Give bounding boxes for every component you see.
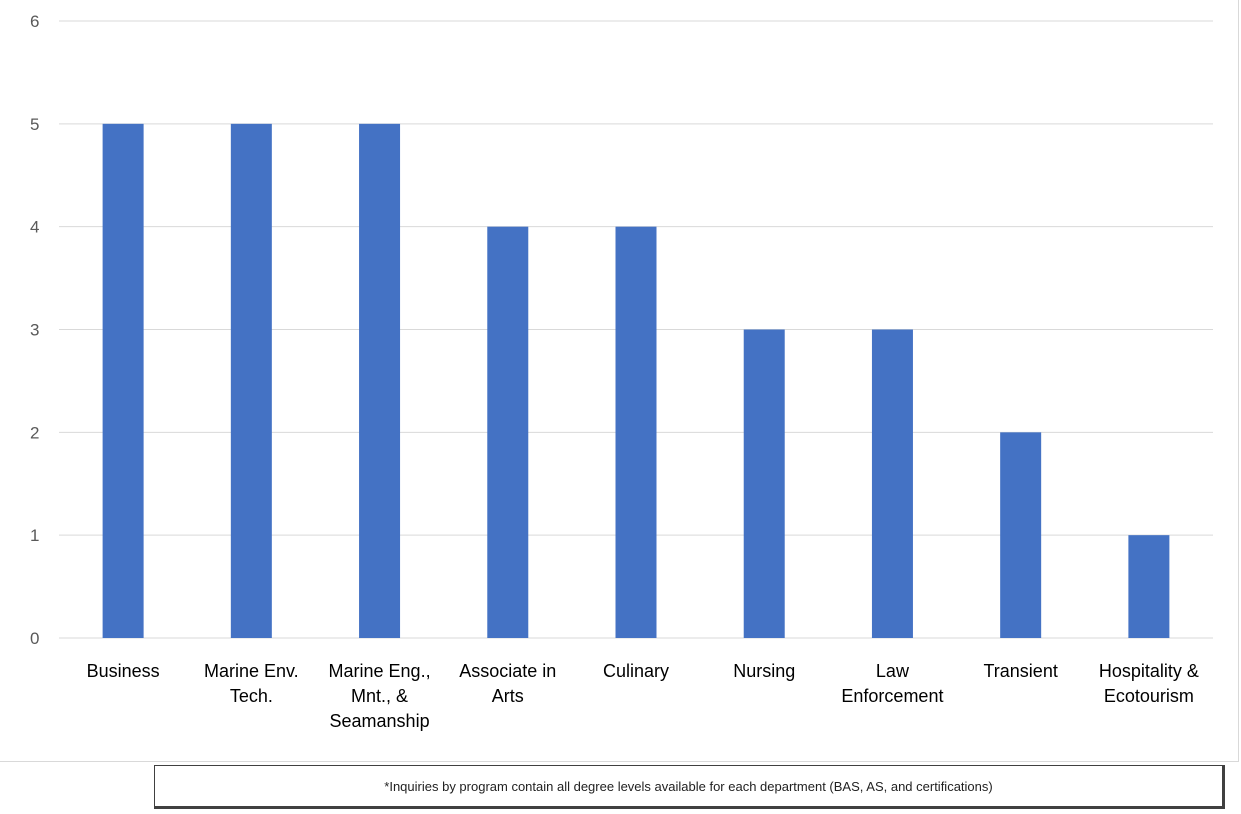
x-category-label: Transient [983,661,1057,681]
x-category-label: Business [87,661,160,681]
x-category-label: Nursing [733,661,795,681]
y-tick-label: 3 [30,321,39,340]
bar-6 [871,329,913,638]
x-category-label-line: Marine Eng., [329,661,431,681]
y-tick-label: 0 [30,629,39,648]
x-category-label-line: Hospitality & [1099,661,1199,681]
x-category-label-line: Business [87,661,160,681]
bars [102,123,1170,639]
y-tick-label: 4 [30,218,39,237]
bar-0 [102,123,144,639]
x-category-label-line: Marine Env. [204,661,299,681]
x-category-label-line: Enforcement [841,686,943,706]
footnote-text: *Inquiries by program contain all degree… [384,778,993,794]
x-category-label: Hospitality & Ecotourism [1099,661,1199,706]
bar-7 [1000,432,1042,638]
x-category-label-line: Nursing [733,661,795,681]
x-category-label: Marine Eng., Mnt., & Seamanship [329,661,431,731]
x-category-label-line: Seamanship [330,711,430,731]
y-tick-label: 1 [30,526,39,545]
x-category-label: Law Enforcement [841,661,943,706]
x-category-label: Culinary [603,661,669,681]
y-tick-label: 6 [30,12,39,31]
y-axis-ticks: 0 1 2 3 4 5 6 [30,12,39,648]
x-category-label-line: Arts [492,686,524,706]
bar-1 [230,123,272,639]
x-category-label-line: Culinary [603,661,669,681]
x-category-label-line: Transient [983,661,1057,681]
x-category-label: Associate in Arts [459,661,556,706]
bar-8 [1128,535,1170,638]
bar-2 [359,123,401,639]
x-category-label-line: Tech. [230,686,273,706]
x-category-label-line: Associate in [459,661,556,681]
chart-frame [0,0,1239,762]
x-category-label-line: Ecotourism [1104,686,1194,706]
x-category-label: Marine Env. Tech. [204,661,299,706]
bar-4 [615,226,657,638]
bar-5 [743,329,785,638]
footnote-box: *Inquiries by program contain all degree… [154,765,1225,809]
x-category-label-line: Law [876,661,910,681]
y-tick-label: 5 [30,115,39,134]
y-tick-label: 2 [30,423,39,442]
x-axis-labels: Business Marine Env. Tech. Marine Eng., Mnt.… [87,661,1199,731]
x-category-label-line: Mnt., & [351,686,408,706]
bar-3 [487,226,529,638]
